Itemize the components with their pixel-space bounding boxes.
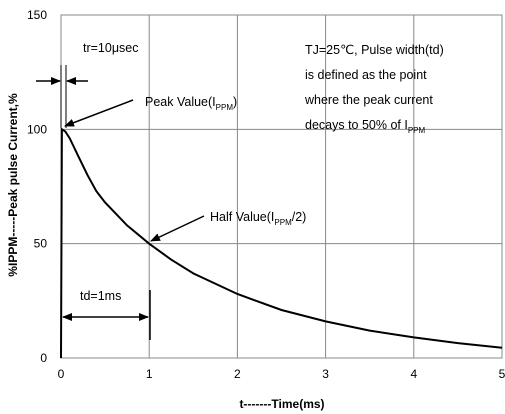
y-tick-label: 150 xyxy=(27,8,47,22)
y-tick-label: 100 xyxy=(27,122,47,136)
series-line xyxy=(60,127,503,359)
y-tick-label: 50 xyxy=(34,237,48,251)
plot-area-border xyxy=(60,14,503,359)
y-axis-title: %IPPM-----Peak pulse Current,% xyxy=(6,93,20,277)
svg-text:is defined as the point: is defined as the point xyxy=(305,68,427,82)
x-axis-title: t-------Time(ms) xyxy=(239,397,324,411)
svg-text:decays to 50% of IPPM: decays to 50% of IPPM xyxy=(305,118,426,135)
x-tick-label: 3 xyxy=(322,367,329,381)
x-tick-label: 2 xyxy=(234,367,241,381)
peak-value-label: Peak Value(IPPM) xyxy=(145,95,237,112)
peak-value-arrow xyxy=(64,99,134,127)
duration-label: td=1ms xyxy=(80,289,121,303)
svg-text:where the peak current: where the peak current xyxy=(304,93,433,107)
x-tick-label: 5 xyxy=(499,367,505,381)
y-tick-label: 0 xyxy=(40,351,47,365)
grid-lines xyxy=(61,15,502,358)
half-value-label: Half Value(IPPM/2) xyxy=(210,210,306,227)
half-value-arrow xyxy=(150,215,205,242)
note-text-block: TJ=25℃, Pulse width(td) is defined as th… xyxy=(304,43,444,135)
x-tick-labels: 0 1 2 3 4 5 xyxy=(58,367,505,381)
x-tick-label: 0 xyxy=(58,367,65,381)
x-tick-label: 4 xyxy=(410,367,417,381)
y-tick-labels: 0 50 100 150 xyxy=(27,8,47,365)
x-tick-label: 1 xyxy=(146,367,153,381)
rise-time-label: tr=10μsec xyxy=(83,41,139,55)
svg-text:TJ=25℃, Pulse width(td): TJ=25℃, Pulse width(td) xyxy=(305,43,444,57)
